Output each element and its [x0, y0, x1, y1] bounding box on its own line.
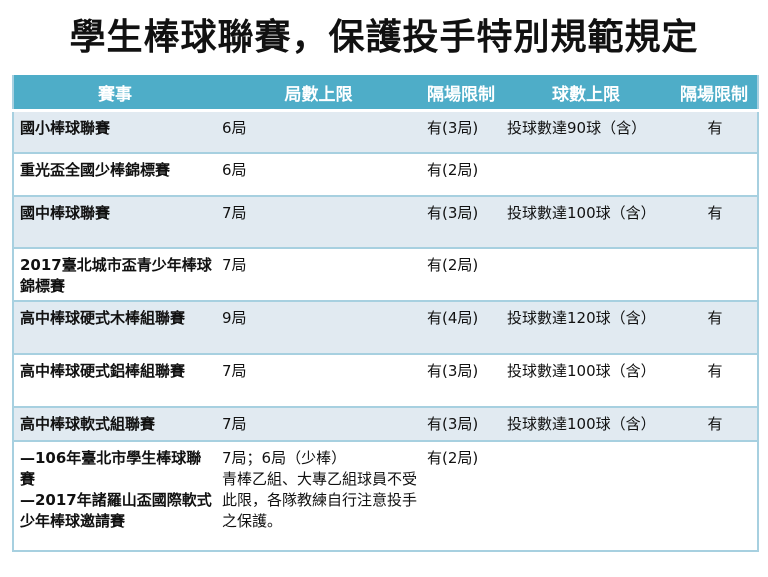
cell-innings: 7局 [216, 246, 421, 301]
cell-event: 重光盃全國少棒錦標賽 [13, 151, 216, 196]
cell-rest: 有(2局) [421, 439, 501, 551]
cell-pitches: 投球數達100球（含） [501, 405, 671, 441]
cell-rest2: 有 [671, 405, 758, 441]
pitcher-rules-table: 賽事 局數上限 隔場限制 球數上限 隔場限制 國小棒球聯賽 6局 有(3局) 投球數達… [12, 75, 759, 552]
cell-innings: 7局 [216, 405, 421, 441]
table-header-row: 賽事 局數上限 隔場限制 球數上限 隔場限制 [13, 75, 758, 112]
header-event: 賽事 [13, 75, 216, 112]
table-row: 重光盃全國少棒錦標賽 6局 有(2局) [13, 151, 758, 196]
cell-pitches [501, 246, 671, 301]
cell-rest2: 有 [671, 109, 758, 153]
table-row: 國小棒球聯賽 6局 有(3局) 投球數達90球（含）有 [13, 109, 758, 153]
cell-innings: 9局 [216, 299, 421, 354]
cell-rest: 有(3局) [421, 352, 501, 407]
cell-rest: 有(3局) [421, 109, 501, 153]
table-row: 高中棒球硬式木棒組聯賽 9局 有(4局) 投球數達120球（含）有 [13, 299, 758, 354]
cell-innings: 7局 [216, 352, 421, 407]
cell-rest: 有(4局) [421, 299, 501, 354]
header-rest2: 隔場限制 [671, 75, 758, 112]
cell-event: 高中棒球硬式鋁棒組聯賽 [13, 352, 216, 407]
cell-innings: 6局 [216, 151, 421, 196]
table-row: 國中棒球聯賽 7局 有(3局) 投球數達100球（含）有 [13, 194, 758, 248]
header-innings: 局數上限 [216, 75, 421, 112]
cell-rest2: 有 [671, 299, 758, 354]
cell-innings: 7局；6局（少棒） 青棒乙組、大專乙組球員不受此限，各隊教練自行注意投手之保護。 [216, 439, 421, 551]
cell-pitches: 投球數達100球（含） [501, 194, 671, 248]
cell-event: 高中棒球軟式組聯賽 [13, 405, 216, 441]
cell-rest2 [671, 439, 758, 551]
cell-event: 國中棒球聯賽 [13, 194, 216, 248]
cell-event: 高中棒球硬式木棒組聯賽 [13, 299, 216, 354]
cell-rest: 有(2局) [421, 246, 501, 301]
cell-rest: 有(3局) [421, 405, 501, 441]
cell-innings: 7局 [216, 194, 421, 248]
cell-event: 2017臺北城市盃青少年棒球錦標賽 [13, 246, 216, 301]
table-row: 高中棒球硬式鋁棒組聯賽 7局 有(3局) 投球數達100球（含）有 [13, 352, 758, 407]
table-row: 2017臺北城市盃青少年棒球錦標賽 7局 有(2局) [13, 246, 758, 301]
cell-pitches [501, 439, 671, 551]
cell-pitches: 投球數達100球（含） [501, 352, 671, 407]
cell-rest: 有(3局) [421, 194, 501, 248]
cell-rest2: 有 [671, 352, 758, 407]
cell-pitches: 投球數達120球（含） [501, 299, 671, 354]
header-pitches: 球數上限 [501, 75, 671, 112]
table-row: —106年臺北市學生棒球聯賽 —2017年諸羅山盃國際軟式少年棒球邀請賽 7局；6… [13, 439, 758, 551]
cell-pitches [501, 151, 671, 196]
cell-event: —106年臺北市學生棒球聯賽 —2017年諸羅山盃國際軟式少年棒球邀請賽 [13, 439, 216, 551]
page-title: 學生棒球聯賽，保護投手特別規範規定 [69, 17, 699, 58]
cell-rest2: 有 [671, 194, 758, 248]
header-rest: 隔場限制 [421, 75, 501, 112]
cell-pitches: 投球數達90球（含） [501, 109, 671, 153]
cell-rest2 [671, 246, 758, 301]
cell-rest2 [671, 151, 758, 196]
cell-innings: 6局 [216, 109, 421, 153]
cell-event: 國小棒球聯賽 [13, 109, 216, 153]
cell-rest: 有(2局) [421, 151, 501, 196]
table-row: 高中棒球軟式組聯賽 7局 有(3局) 投球數達100球（含）有 [13, 405, 758, 441]
